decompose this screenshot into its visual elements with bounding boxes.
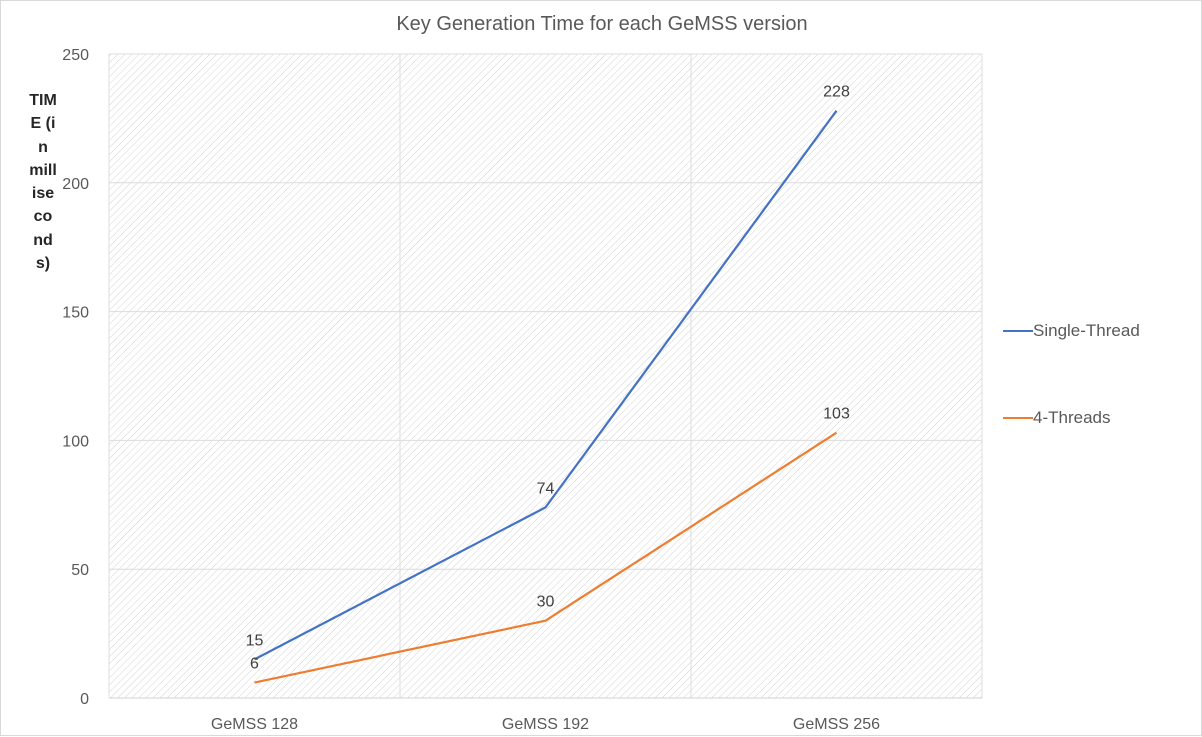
x-tick-label: GeMSS 192 — [502, 716, 589, 733]
y-tick-label: 100 — [62, 433, 89, 450]
legend-item-4-threads[interactable]: 4-Threads — [1003, 406, 1193, 430]
legend-label: 4-Threads — [1033, 408, 1110, 428]
y-tick-label: 150 — [62, 305, 89, 322]
x-tick-label: GeMSS 256 — [793, 716, 880, 733]
y-tick-label: 250 — [62, 47, 89, 64]
data-label: 15 — [246, 632, 264, 649]
legend-item-single-thread[interactable]: Single-Thread — [1003, 319, 1193, 343]
data-label: 30 — [537, 594, 555, 611]
y-tick-label: 0 — [80, 691, 89, 708]
data-label: 6 — [250, 656, 259, 673]
data-label: 228 — [823, 84, 850, 101]
y-tick-label: 200 — [62, 176, 89, 193]
data-label: 103 — [823, 406, 850, 423]
legend-swatch-4-threads — [1003, 417, 1033, 419]
y-tick-label: 50 — [71, 562, 89, 579]
data-label: 74 — [537, 480, 555, 497]
legend-swatch-single-thread — [1003, 330, 1033, 332]
legend-label: Single-Thread — [1033, 321, 1140, 341]
x-tick-label: GeMSS 128 — [211, 716, 298, 733]
legend: Single-Thread 4-Threads — [1003, 319, 1193, 493]
